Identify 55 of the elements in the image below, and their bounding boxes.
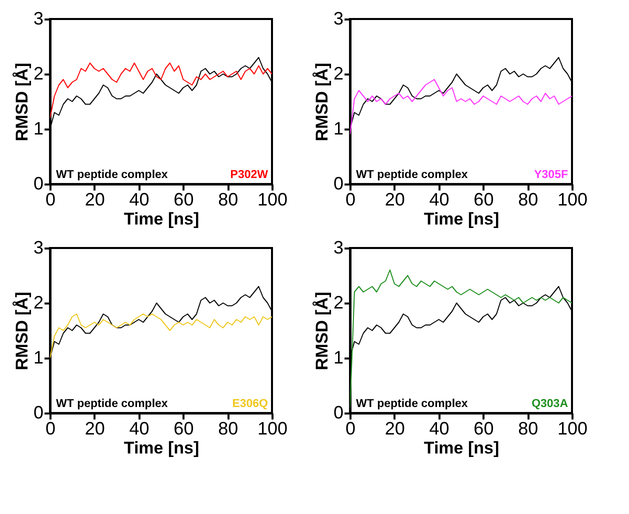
y-tick-label: 3 <box>33 8 44 28</box>
x-tick-label: 60 <box>474 418 494 438</box>
y-tick-label: 0 <box>33 174 44 194</box>
x-axis-title: Time [ns] <box>424 438 500 458</box>
x-axis-title: Time [ns] <box>124 438 200 458</box>
y-tick-label: 2 <box>333 64 344 84</box>
y-tick-label: 1 <box>333 118 344 138</box>
y-tick-label: 1 <box>33 118 44 138</box>
x-tick-label: 40 <box>429 190 450 210</box>
y-tick-label: 3 <box>333 238 344 258</box>
x-tick-label: 100 <box>557 418 588 438</box>
y-axis-title: RMSD [Å] <box>12 62 32 142</box>
x-tick-label: 20 <box>384 190 405 210</box>
y-tick-label: 0 <box>33 402 44 422</box>
text: E306Q <box>232 398 268 410</box>
y-tick-label: 2 <box>33 292 44 312</box>
y-axis-title: RMSD [Å] <box>312 292 332 370</box>
y-tick-label: 3 <box>33 238 44 258</box>
x-tick-label: 80 <box>218 418 238 438</box>
text: Y305F <box>534 169 568 181</box>
text: Q303A <box>532 398 568 410</box>
x-axis-title: Time [ns] <box>124 210 200 228</box>
x-tick-label: 80 <box>518 190 538 210</box>
y-tick-label: 2 <box>333 292 344 312</box>
y-tick-label: 1 <box>333 348 344 368</box>
x-tick-label: 40 <box>129 418 150 438</box>
y-tick-label: 3 <box>333 8 344 28</box>
x-tick-label: 60 <box>174 418 194 438</box>
y-tick-label: 2 <box>33 64 44 84</box>
x-tick-label: 40 <box>129 190 150 210</box>
x-tick-label: 100 <box>557 190 588 210</box>
y-tick-label: 1 <box>33 348 44 368</box>
y-axis-title: RMSD [Å] <box>312 62 332 142</box>
text: WT peptide complex <box>356 169 468 181</box>
x-tick-label: 40 <box>429 418 450 438</box>
text: WT peptide complex <box>356 398 468 410</box>
y-axis-title: RMSD [Å] <box>12 292 32 370</box>
y-tick-label: 0 <box>333 174 344 194</box>
x-tick-label: 80 <box>218 190 238 210</box>
text: WT peptide complex <box>56 398 168 410</box>
text: WT peptide complex <box>56 169 168 181</box>
line-series <box>50 62 272 118</box>
line-series <box>50 314 272 358</box>
x-tick-label: 20 <box>84 418 105 438</box>
x-tick-label: 80 <box>518 418 538 438</box>
line-series <box>350 79 572 135</box>
x-tick-label: 60 <box>174 190 194 210</box>
x-axis-title: Time [ns] <box>424 210 500 228</box>
y-tick-label: 0 <box>333 402 344 422</box>
x-tick-label: 20 <box>84 190 105 210</box>
x-tick-label: 100 <box>257 190 288 210</box>
x-tick-label: 60 <box>474 190 494 210</box>
x-tick-label: 100 <box>257 418 288 438</box>
text: P302W <box>230 169 268 181</box>
x-tick-label: 20 <box>384 418 405 438</box>
